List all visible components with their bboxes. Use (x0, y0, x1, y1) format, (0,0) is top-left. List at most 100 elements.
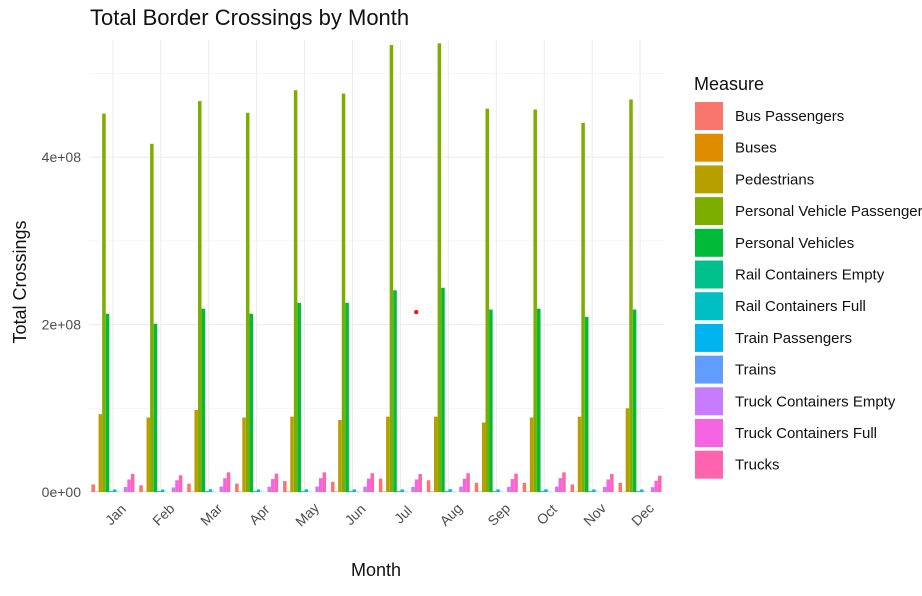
x-tick-label: Jun (341, 501, 368, 528)
legend: Measure Bus Passengers Buses Pedestrians Pe… (694, 74, 922, 479)
bar (640, 489, 644, 492)
bar (208, 489, 213, 492)
bar (105, 313, 110, 492)
bar (492, 491, 497, 492)
bar (363, 486, 367, 492)
bar (529, 417, 534, 492)
bar (139, 485, 143, 492)
legend-title: Measure (694, 74, 764, 94)
bar (98, 414, 103, 492)
bar (650, 487, 655, 492)
bar (629, 99, 633, 493)
bar (554, 486, 559, 492)
bar (577, 416, 582, 492)
bar (160, 489, 165, 492)
bar (235, 483, 239, 492)
bar (175, 480, 179, 492)
bar (418, 474, 422, 492)
bar (481, 422, 486, 492)
bar (341, 93, 346, 492)
bar (91, 484, 95, 492)
y-axis-title: Total Crossings (10, 220, 30, 343)
bar (283, 481, 287, 492)
legend-key (695, 387, 723, 416)
bar (267, 486, 272, 492)
bar (474, 482, 479, 492)
bar (437, 43, 442, 492)
bar (558, 478, 563, 492)
x-tick-label: Apr (246, 501, 273, 528)
bar (602, 486, 607, 492)
x-tick-label: Sep (484, 500, 513, 529)
bar (187, 483, 191, 492)
bar (448, 489, 452, 492)
legend-key (695, 355, 723, 384)
bar (632, 309, 637, 492)
bar (319, 478, 323, 492)
bar (522, 482, 527, 492)
legend-label: Trains (735, 362, 776, 379)
bar (249, 313, 254, 492)
bar (592, 489, 596, 492)
bar (271, 479, 275, 492)
bar (205, 491, 209, 492)
legend-label: Bus Passengers (735, 108, 844, 125)
x-tick-label: Oct (533, 501, 560, 528)
bar (393, 290, 397, 492)
bar (315, 486, 319, 492)
bar (297, 302, 301, 492)
y-axis: 0e+00 2e+08 4e+08 (42, 149, 82, 500)
bar (348, 491, 353, 492)
bar (352, 489, 357, 492)
y-tick-label: 4e+08 (42, 149, 82, 165)
bar (130, 474, 135, 492)
y-tick-label: 0e+00 (42, 484, 82, 500)
bar (570, 484, 575, 492)
legend-key (695, 419, 723, 447)
bar (198, 101, 202, 492)
bar (322, 472, 327, 492)
legend-label: Train Passengers (735, 330, 852, 347)
bar (370, 473, 375, 492)
x-tick-label: Feb (149, 500, 178, 529)
bar (485, 108, 490, 492)
bar (618, 482, 622, 492)
legend-key (695, 228, 723, 257)
bar (610, 474, 614, 492)
legend-key (695, 292, 723, 321)
bar (330, 481, 335, 492)
bar (434, 416, 438, 492)
bar (219, 486, 224, 492)
bar (253, 491, 257, 492)
bar (226, 472, 231, 492)
bar (256, 489, 261, 492)
bar (459, 486, 463, 492)
bar (178, 475, 183, 492)
bar (441, 287, 445, 492)
bar (507, 486, 511, 492)
bar (540, 491, 545, 492)
bar (242, 417, 246, 492)
bar (588, 491, 593, 492)
legend-label: Rail Containers Full (735, 298, 866, 315)
x-tick-label: Jul (391, 502, 415, 526)
bar (109, 491, 113, 492)
bar (400, 489, 404, 492)
bar (290, 416, 294, 492)
bar (366, 478, 371, 492)
bar (378, 478, 383, 492)
bar (544, 489, 548, 492)
bar (466, 473, 470, 492)
bar (245, 112, 250, 492)
grid (89, 40, 664, 493)
bar (584, 317, 589, 492)
x-tick-label: Aug (436, 500, 465, 529)
bar (426, 480, 431, 492)
bars-group (91, 43, 662, 493)
bar (396, 491, 401, 492)
x-tick-label: Jan (102, 501, 129, 528)
bar (562, 472, 566, 492)
bar (606, 479, 611, 492)
bar (537, 308, 541, 492)
annotation-point (414, 309, 419, 315)
